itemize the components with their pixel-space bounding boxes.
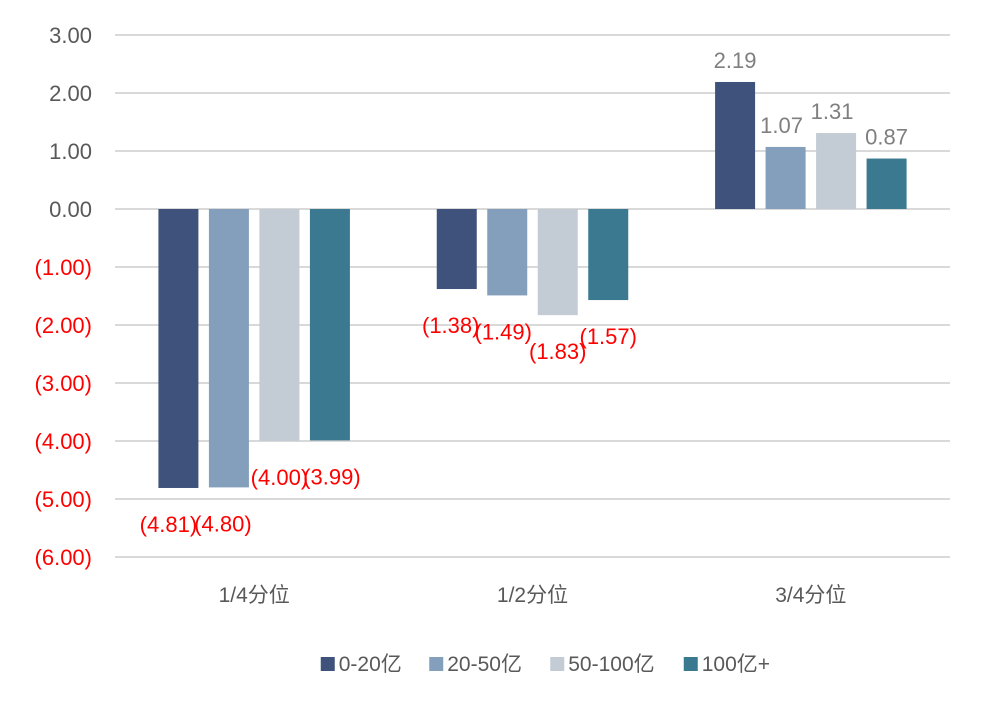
legend-label: 50-100亿 [568, 653, 654, 676]
bar [816, 133, 857, 209]
data-label: (4.81) [140, 512, 197, 537]
data-label: 0.87 [865, 125, 908, 150]
bars [158, 81, 907, 488]
data-label: 1.31 [811, 99, 854, 124]
data-labels: (4.81)(4.80)(4.00)(3.99) (1.38)(1.49)(1.8… [140, 48, 908, 537]
y-tick-label: 2.00 [49, 81, 92, 106]
bar [158, 209, 199, 488]
legend-swatch [320, 657, 335, 671]
legend-label: 20-50亿 [447, 653, 522, 676]
category-label: 3/4分位 [775, 584, 846, 607]
legend-swatch [429, 657, 444, 671]
legend: 0-20亿 20-50亿 50-100亿 100亿+ [320, 653, 770, 676]
bar [866, 158, 907, 209]
y-tick-label: (1.00) [35, 255, 92, 280]
y-tick-label: (6.00) [35, 545, 92, 570]
y-axis-ticks: 3.00 2.00 1.00 0.00 (1.00) (2.00) (3.00) (4.00)… [35, 23, 92, 570]
bar [259, 209, 300, 441]
y-tick-label: (4.00) [35, 429, 92, 454]
data-label: 1.07 [760, 113, 803, 138]
data-label: (3.99) [303, 464, 360, 489]
data-label: (1.49) [475, 319, 532, 344]
data-label: (1.38) [422, 313, 479, 338]
category-label: 1/4分位 [219, 584, 290, 607]
bar [537, 209, 578, 316]
bar [588, 209, 629, 301]
y-tick-label: 0.00 [49, 197, 92, 222]
data-label: (1.83) [529, 339, 586, 364]
y-tick-label: (2.00) [35, 313, 92, 338]
bar [208, 209, 249, 488]
bar [715, 81, 756, 209]
legend-label: 0-20亿 [339, 653, 402, 676]
legend-swatch [683, 657, 698, 671]
bar [436, 209, 477, 290]
y-tick-label: 1.00 [49, 139, 92, 164]
data-label: (4.80) [194, 511, 251, 536]
bar [309, 209, 350, 441]
category-label: 1/2分位 [497, 584, 568, 607]
gridlines [115, 34, 950, 558]
legend-label: 100亿+ [702, 653, 770, 676]
bar [487, 209, 528, 296]
bar [765, 146, 806, 209]
data-label: (4.00) [251, 465, 308, 490]
category-axis: 1/4分位 1/2分位 3/4分位 [219, 584, 847, 607]
y-tick-label: (5.00) [35, 487, 92, 512]
data-label: 2.19 [714, 48, 757, 73]
y-tick-label: (3.00) [35, 371, 92, 396]
legend-swatch [550, 657, 565, 671]
y-tick-label: 3.00 [49, 23, 92, 48]
data-label: (1.57) [580, 324, 637, 349]
